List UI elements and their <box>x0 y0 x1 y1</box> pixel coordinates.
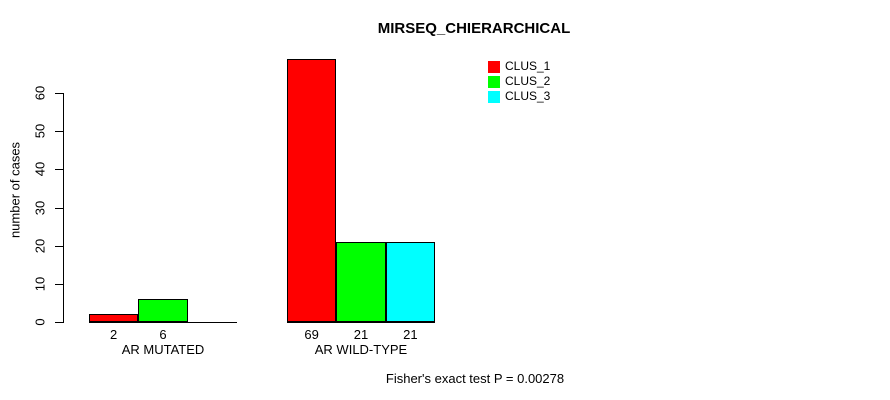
category-label: AR WILD-TYPE <box>314 342 408 357</box>
bar-value-label: 21 <box>403 327 418 342</box>
legend-swatch <box>488 91 500 103</box>
bar-value-label: 2 <box>110 327 118 342</box>
bar <box>287 59 336 322</box>
bar-value-label: 69 <box>304 327 319 342</box>
y-tick-mark <box>55 131 63 132</box>
y-tick-mark <box>55 208 63 209</box>
legend-label: CLUS_1 <box>505 59 551 73</box>
legend-label: CLUS_2 <box>505 74 551 88</box>
x-axis-baseline <box>287 322 435 323</box>
y-tick-label: 40 <box>32 161 48 177</box>
x-axis-baseline <box>89 322 237 323</box>
y-tick-label: 0 <box>32 318 48 326</box>
y-tick-label: 30 <box>32 200 48 216</box>
y-tick-label: 50 <box>32 123 48 139</box>
y-axis-label: number of cases <box>7 141 23 239</box>
y-tick-mark <box>55 169 63 170</box>
bar <box>336 242 386 322</box>
y-tick-label: 10 <box>32 276 48 292</box>
y-tick-mark <box>55 93 63 94</box>
chart-title: MIRSEQ_CHIERARCHICAL <box>377 20 571 37</box>
legend-label: CLUS_3 <box>505 89 551 103</box>
bar <box>138 299 188 322</box>
legend-swatch <box>488 76 500 88</box>
y-tick-mark <box>55 322 63 323</box>
bar <box>386 242 435 322</box>
category-label: AR MUTATED <box>121 342 205 357</box>
legend-swatch <box>488 61 500 73</box>
y-tick-mark <box>55 284 63 285</box>
bar <box>89 314 138 322</box>
y-axis-line <box>63 93 64 323</box>
annotation-text: Fisher's exact test P = 0.00278 <box>385 371 565 386</box>
y-tick-label: 20 <box>32 238 48 254</box>
y-tick-label: 60 <box>32 85 48 101</box>
bar-value-label: 6 <box>159 327 167 342</box>
y-tick-mark <box>55 246 63 247</box>
bar-value-label: 21 <box>353 327 369 342</box>
